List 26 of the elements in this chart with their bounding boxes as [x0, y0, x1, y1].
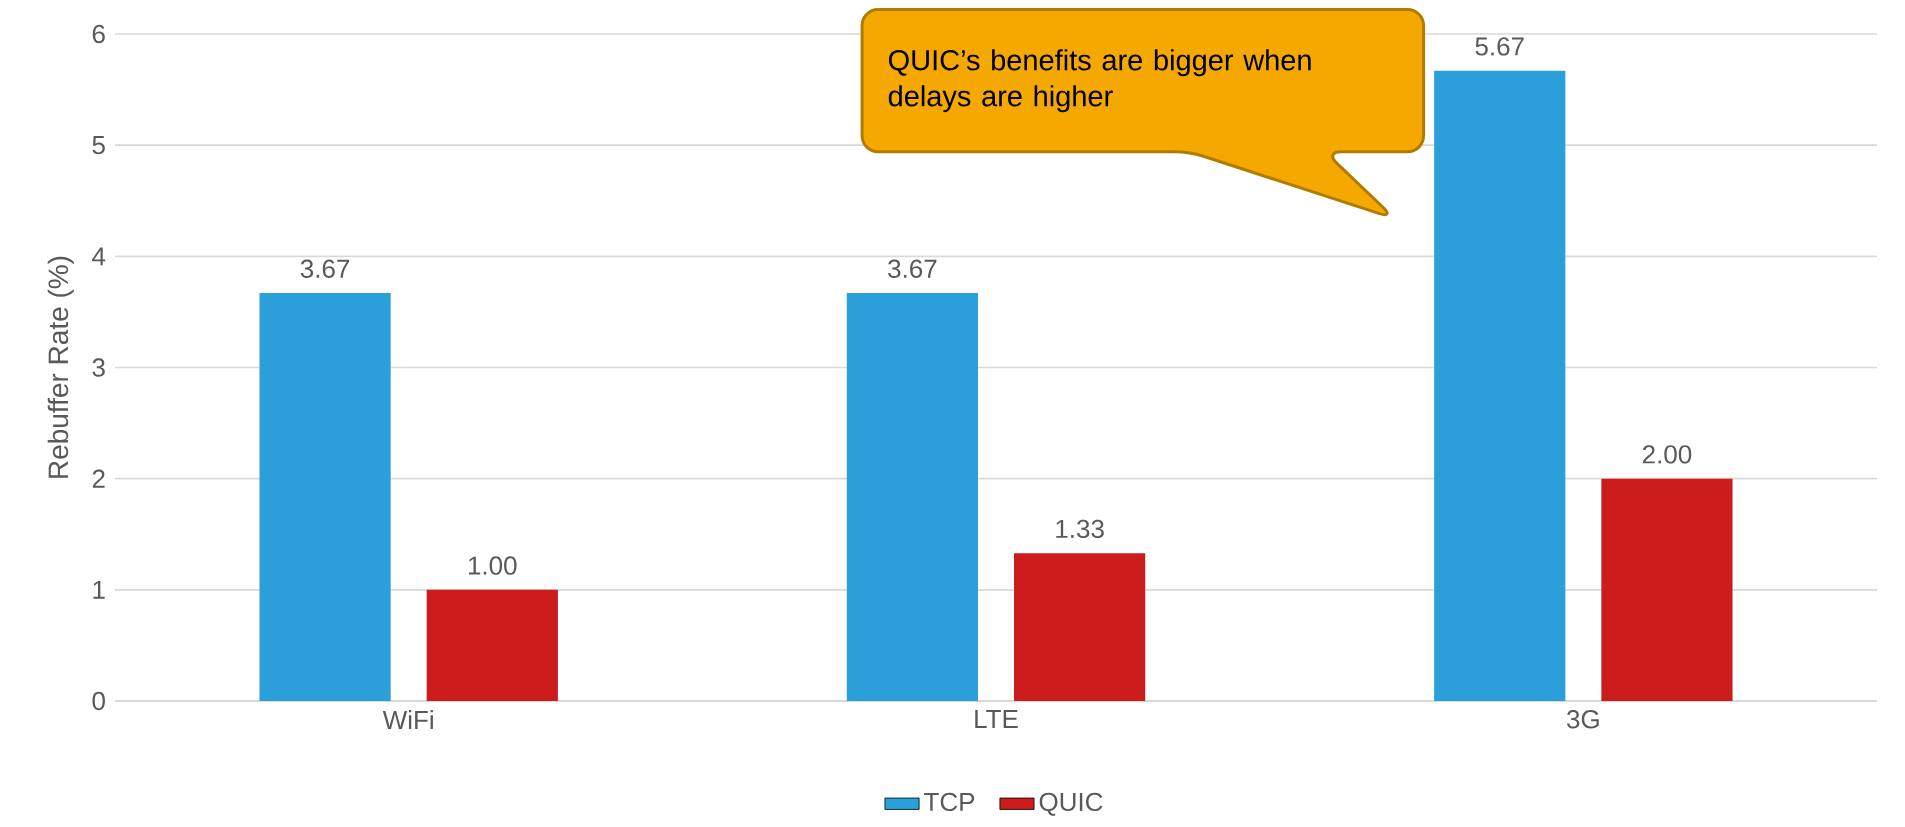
- y-tick-label: 6: [92, 24, 105, 44]
- legend-label: TCP: [924, 792, 975, 812]
- y-axis-title: Rebuffer Rate (%): [47, 256, 74, 478]
- x-tick-label: WiFi: [382, 710, 433, 729]
- y-tick-label: 4: [92, 247, 106, 266]
- x-tick-label: LTE: [975, 710, 1018, 728]
- y-tick-label: 1: [93, 580, 105, 599]
- bar: [1434, 70, 1566, 701]
- data-label: 2.00: [1642, 445, 1692, 464]
- x-tick-label: 3G: [1567, 710, 1599, 729]
- y-tick-label: 2: [92, 469, 105, 488]
- y-tick-label: 0: [92, 691, 105, 711]
- data-label: 3.67: [300, 259, 350, 278]
- bar: [1014, 553, 1146, 701]
- data-label: 5.67: [1475, 37, 1524, 56]
- data-label: 1.00: [468, 556, 517, 575]
- y-tick-label: 5: [92, 136, 105, 155]
- bar: [846, 293, 979, 701]
- legend-label: QUIC: [1039, 792, 1103, 816]
- bar: [426, 589, 558, 701]
- data-label: 1.33: [1056, 519, 1104, 539]
- bar: [259, 293, 391, 701]
- y-tick-label: 3: [92, 358, 105, 377]
- annotation: QUIC’s benefits are bigger when delays are higher: [888, 49, 1311, 113]
- data-label: 3.67: [888, 259, 937, 278]
- bar: [1601, 478, 1733, 701]
